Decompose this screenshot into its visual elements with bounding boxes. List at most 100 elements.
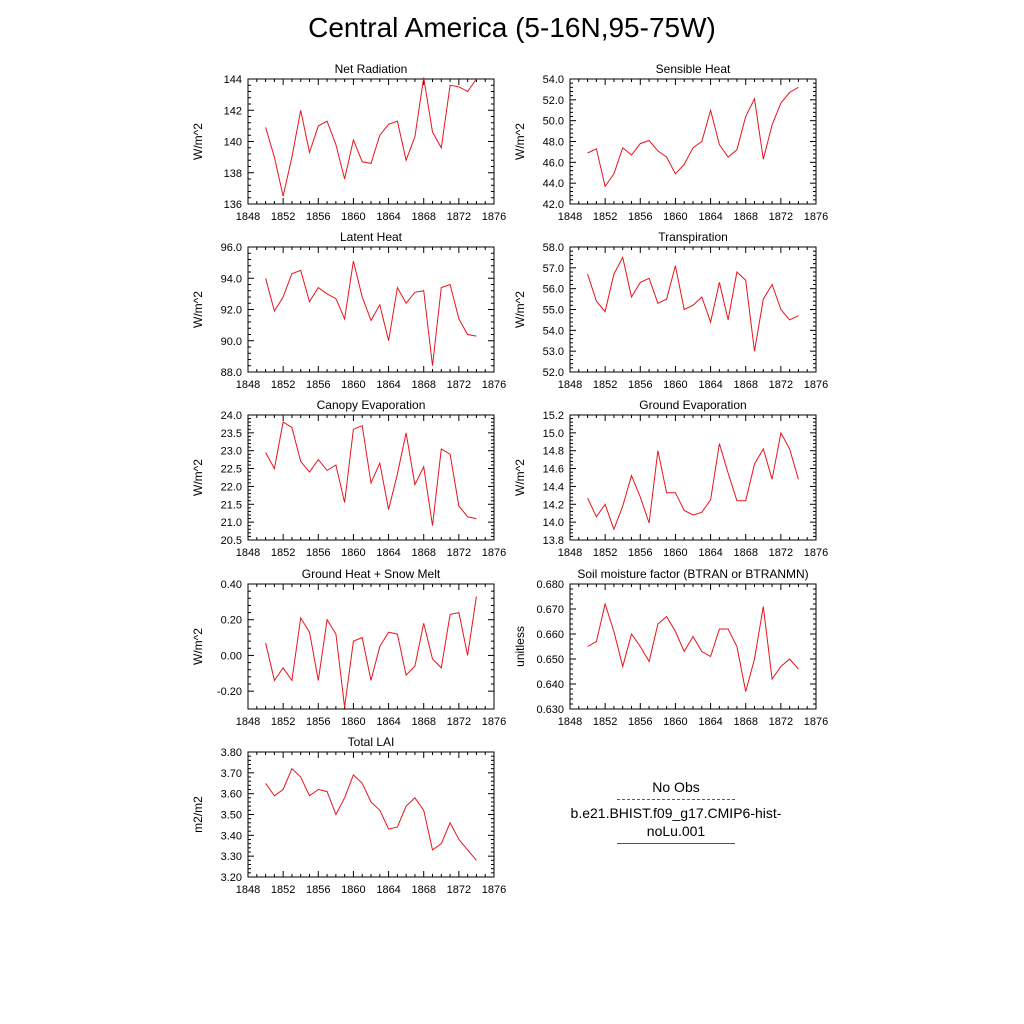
x-tick-label: 1868 (733, 547, 757, 559)
panel-title: Latent Heat (340, 230, 403, 244)
x-tick-label: 1848 (236, 211, 260, 223)
y-tick-label: 58.0 (543, 242, 564, 254)
x-tick-label: 1864 (698, 379, 722, 391)
x-tick-label: 1852 (593, 211, 617, 223)
x-tick-label: 1852 (271, 547, 295, 559)
y-tick-label: 96.0 (221, 242, 242, 254)
y-tick-label: 13.8 (543, 535, 564, 547)
x-tick-label: 1860 (341, 379, 365, 391)
y-tick-label: 0.680 (536, 579, 564, 591)
y-tick-label: 0.660 (536, 629, 564, 641)
series-line (587, 431, 799, 531)
panel-title: Transpiration (658, 230, 728, 244)
y-tick-label: 46.0 (543, 157, 564, 169)
plot-frame (569, 414, 817, 541)
x-tick-label: 1856 (628, 211, 652, 223)
x-tick-label: 1868 (733, 716, 757, 728)
y-axis-label: W/m^2 (191, 459, 205, 496)
panel-title: Net Radiation (335, 62, 408, 76)
x-tick-label: 1876 (482, 884, 506, 896)
x-tick-label: 1864 (376, 211, 400, 223)
panel-title: Canopy Evaporation (317, 398, 426, 412)
y-tick-label: 15.2 (543, 410, 564, 422)
y-tick-label: 94.0 (221, 273, 242, 285)
y-tick-label: 23.5 (221, 428, 242, 440)
plot-frame (247, 246, 495, 373)
y-tick-label: 14.4 (543, 481, 564, 493)
x-tick-label: 1852 (271, 716, 295, 728)
chart-panel: Ground Evaporation 1848 1852 1856 1860 1864 18… (513, 398, 828, 559)
y-tick-label: 0.650 (536, 654, 564, 666)
y-tick-label: 14.6 (543, 464, 564, 476)
y-tick-label: 53.0 (543, 346, 564, 358)
chart-panel: Ground Heat + Snow Melt 1848 1852 1856 1860 1… (191, 567, 506, 728)
x-tick-label: 1848 (236, 547, 260, 559)
y-tick-label: 23.0 (221, 446, 242, 458)
x-tick-label: 1864 (698, 716, 722, 728)
y-tick-label: -0.20 (217, 686, 242, 698)
y-tick-label: 90.0 (221, 336, 242, 348)
x-tick-label: 1872 (447, 884, 471, 896)
x-tick-label: 1856 (306, 716, 330, 728)
x-tick-label: 1876 (804, 716, 828, 728)
panel-title: Soil moisture factor (BTRAN or BTRANMN) (577, 567, 808, 581)
x-tick-label: 1860 (663, 379, 687, 391)
x-tick-label: 1852 (271, 379, 295, 391)
y-tick-label: 48.0 (543, 137, 564, 149)
x-tick-label: 1872 (447, 211, 471, 223)
x-tick-label: 1864 (376, 884, 400, 896)
y-tick-label: 3.60 (221, 789, 242, 801)
y-axis-label: W/m^2 (191, 291, 205, 328)
x-tick-label: 1856 (306, 547, 330, 559)
y-tick-label: 14.2 (543, 499, 564, 511)
y-tick-label: 14.8 (543, 446, 564, 458)
x-tick-label: 1872 (447, 379, 471, 391)
x-tick-label: 1856 (628, 716, 652, 728)
plot-frame (247, 78, 495, 205)
x-tick-label: 1872 (769, 547, 793, 559)
y-axis-label: W/m^2 (191, 628, 205, 665)
x-tick-label: 1848 (236, 716, 260, 728)
y-tick-label: 3.30 (221, 851, 242, 863)
legend-swatch-obs (617, 799, 735, 800)
x-tick-label: 1848 (558, 211, 582, 223)
y-tick-label: 50.0 (543, 116, 564, 128)
y-tick-label: 22.0 (221, 481, 242, 493)
y-tick-label: 0.630 (536, 704, 564, 716)
y-tick-label: 3.40 (221, 830, 242, 842)
chart-panel: Transpiration 1848 1852 1856 1860 1864 1868 187… (513, 230, 828, 391)
plot-frame (247, 414, 495, 541)
y-tick-label: 22.5 (221, 464, 242, 476)
x-tick-label: 1868 (733, 379, 757, 391)
x-tick-label: 1852 (271, 211, 295, 223)
x-tick-label: 1872 (769, 211, 793, 223)
y-tick-label: 52.0 (543, 367, 564, 379)
panel-title: Ground Heat + Snow Melt (302, 567, 441, 581)
x-tick-label: 1848 (558, 547, 582, 559)
y-axis-label: W/m^2 (191, 123, 205, 160)
y-tick-label: 15.0 (543, 428, 564, 440)
x-tick-label: 1848 (236, 884, 260, 896)
x-tick-label: 1860 (341, 211, 365, 223)
x-tick-label: 1876 (482, 211, 506, 223)
x-tick-label: 1868 (411, 716, 435, 728)
x-tick-label: 1848 (558, 716, 582, 728)
y-tick-label: 3.80 (221, 747, 242, 759)
x-tick-label: 1868 (411, 379, 435, 391)
y-tick-label: 21.0 (221, 517, 242, 529)
figure-title: Central America (5-16N,95-75W) (308, 12, 716, 43)
x-tick-label: 1864 (376, 716, 400, 728)
y-tick-label: 0.00 (221, 650, 242, 662)
x-tick-label: 1876 (804, 211, 828, 223)
x-tick-label: 1860 (663, 716, 687, 728)
y-axis-label: m2/m2 (191, 796, 205, 833)
x-tick-label: 1856 (628, 547, 652, 559)
panel-title: Sensible Heat (656, 62, 731, 76)
x-tick-label: 1860 (341, 716, 365, 728)
y-axis-label: W/m^2 (513, 459, 527, 496)
x-tick-label: 1848 (558, 379, 582, 391)
y-axis-label: W/m^2 (513, 123, 527, 160)
y-tick-label: 44.0 (543, 178, 564, 190)
panel-title: Ground Evaporation (639, 398, 746, 412)
y-tick-label: 144 (224, 74, 242, 86)
